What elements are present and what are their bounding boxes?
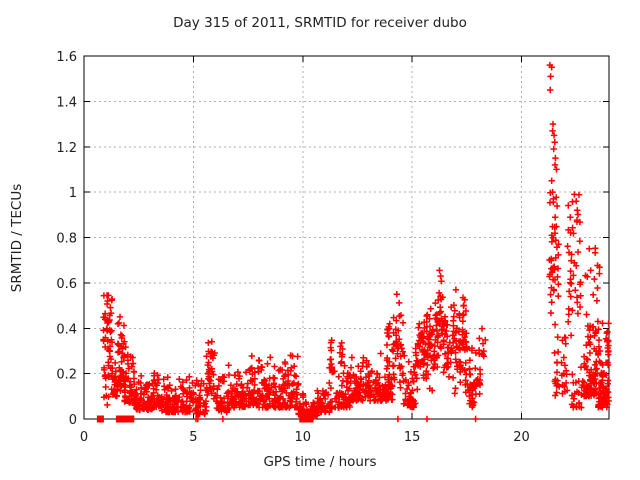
y-tick-label: 1.4: [56, 95, 77, 110]
x-tick-label: 15: [404, 430, 421, 445]
y-tick-label: 1: [69, 186, 77, 201]
x-tick-label: 0: [80, 430, 88, 445]
y-tick-label: 0.8: [56, 232, 77, 247]
y-tick-label: 1.2: [56, 141, 77, 156]
y-axis-label: SRMTID / TECUs: [9, 184, 25, 292]
chart-title: Day 315 of 2011, SRMTID for receiver dub…: [173, 15, 467, 31]
y-tick-label: 0.4: [56, 322, 77, 337]
scatter-markers: [100, 61, 612, 423]
y-tick-label: 0.2: [56, 368, 77, 383]
tick-labels: 0 5 10 15 20 0 0.2 0.4 0.6 0.8 1 1.2 1.4 1.6: [56, 50, 529, 445]
y-tick-label: 0: [69, 413, 77, 428]
zero-value-marker: [301, 415, 309, 423]
zero-value-marker: [306, 415, 314, 423]
zero-value-marker: [127, 415, 135, 423]
y-tick-label: 0.6: [56, 277, 77, 292]
data-points: [96, 61, 612, 423]
zero-value-marker: [96, 415, 104, 423]
gridlines: [84, 56, 609, 419]
y-tick-label: 1.6: [56, 50, 77, 65]
x-tick-label: 10: [294, 430, 311, 445]
x-axis-label: GPS time / hours: [263, 454, 376, 470]
x-tick-label: 5: [189, 430, 197, 445]
zero-value-marker: [115, 415, 123, 423]
x-tick-label: 20: [513, 430, 530, 445]
